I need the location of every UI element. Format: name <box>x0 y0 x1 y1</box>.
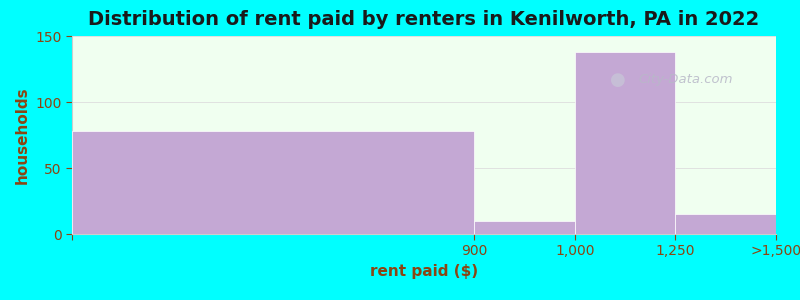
Title: Distribution of rent paid by renters in Kenilworth, PA in 2022: Distribution of rent paid by renters in … <box>88 10 760 29</box>
Bar <box>675 214 776 234</box>
Bar <box>72 131 474 234</box>
X-axis label: rent paid ($): rent paid ($) <box>370 264 478 279</box>
Text: ●: ● <box>610 70 626 88</box>
Text: City-Data.com: City-Data.com <box>638 73 734 86</box>
Bar <box>575 52 675 234</box>
Y-axis label: households: households <box>14 86 30 184</box>
Bar <box>474 221 575 234</box>
